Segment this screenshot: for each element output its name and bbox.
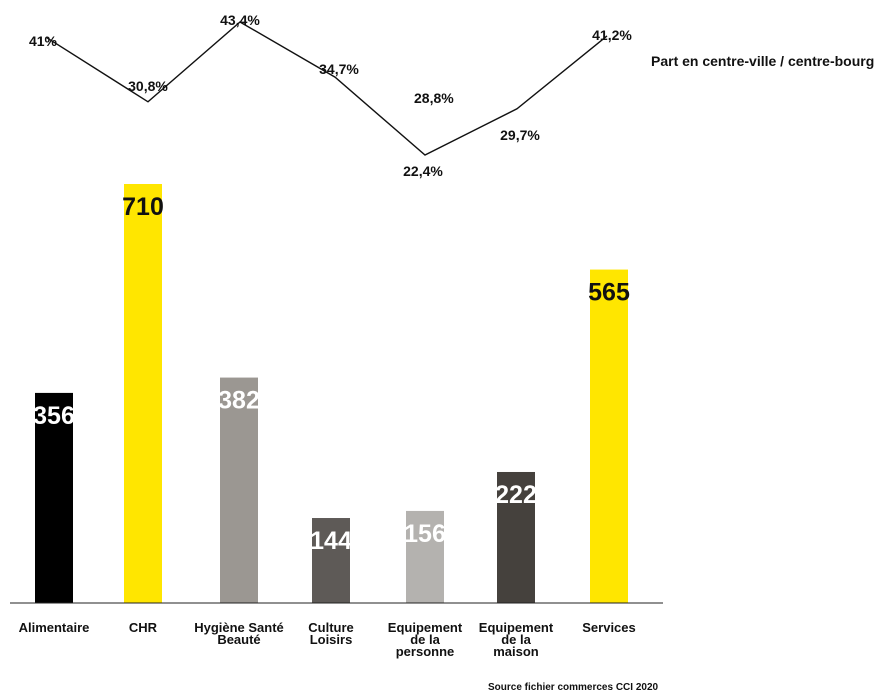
bar — [406, 510, 444, 603]
line-point-label: 29,7% — [500, 127, 540, 143]
category-label: Beauté — [217, 632, 260, 647]
line-series: 41% 30,8% 43,4% 34,7% 22,4% 29,7% 41,2% — [29, 12, 632, 179]
bar-value-label: 144 — [310, 527, 352, 555]
bar-value-label: 565 — [588, 279, 630, 307]
category-label: Equipement — [479, 620, 554, 635]
extra-percentage-label: 28,8% — [414, 90, 454, 106]
bar-value-label: 222 — [495, 481, 537, 509]
bar — [220, 377, 258, 603]
line-point-label: 22,4% — [403, 163, 443, 179]
category-label: Culture — [308, 620, 354, 635]
line-point-label: 30,8% — [128, 78, 168, 94]
line-point-label: 43,4% — [220, 12, 260, 28]
bar-value-label: 156 — [404, 520, 446, 548]
category-label: maison — [493, 644, 539, 659]
line-point-label: 41% — [29, 33, 58, 49]
bar — [124, 184, 162, 603]
series-line — [45, 21, 608, 156]
category-label: de la — [410, 632, 440, 647]
bar — [312, 518, 350, 603]
bar — [35, 392, 73, 603]
source-note: Source fichier commerces CCI 2020 — [488, 682, 659, 693]
line-point-label: 34,7% — [319, 61, 359, 77]
bar-value-label: 356 — [33, 402, 75, 430]
bar — [590, 269, 628, 603]
category-label: de la — [501, 632, 531, 647]
bar-value-label: 382 — [218, 387, 260, 415]
category-label: Alimentaire — [19, 620, 90, 635]
line-legend-label: Part en centre-ville / centre-bourg — [651, 53, 874, 69]
category-label: Equipement — [388, 620, 463, 635]
category-label: personne — [396, 644, 455, 659]
bar — [497, 471, 535, 603]
bar-series: 356 710 382 144 156 222 565 — [33, 184, 630, 603]
category-label: CHR — [129, 620, 158, 635]
bar-value-label: 710 — [122, 193, 164, 221]
category-label: Services — [582, 620, 636, 635]
category-label: Loisirs — [310, 632, 353, 647]
category-label: Hygiène Santé — [194, 620, 284, 635]
line-point-label: 41,2% — [592, 27, 632, 43]
